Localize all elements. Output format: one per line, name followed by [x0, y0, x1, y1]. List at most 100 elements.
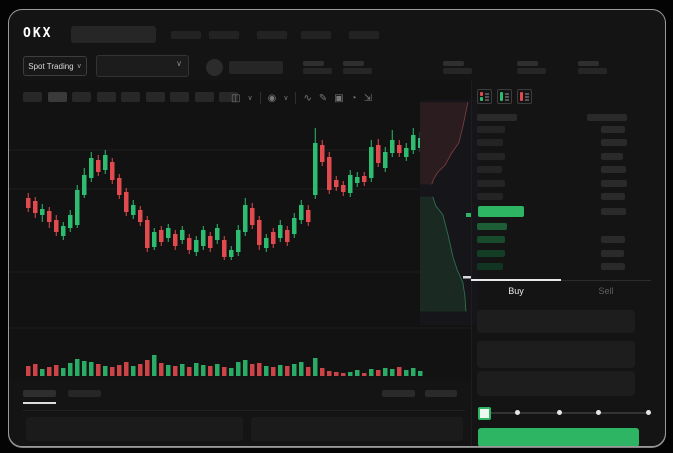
total-input[interactable] [477, 371, 635, 396]
nav-item-placeholder[interactable] [349, 31, 379, 39]
stat-value-placeholder [517, 68, 546, 74]
ask-amount-placeholder[interactable] [601, 179, 627, 187]
timeframe-button[interactable] [121, 92, 140, 102]
orderbook-amount-header [587, 114, 627, 121]
bid-price-placeholder[interactable] [477, 263, 503, 271]
depth-asks-area [420, 102, 468, 185]
bid-amount-placeholder[interactable] [601, 249, 624, 257]
orders-table-placeholder [26, 417, 243, 441]
nav-item-placeholder[interactable] [301, 31, 331, 39]
slider-handle[interactable] [478, 407, 491, 420]
fullscreen-icon[interactable]: ⇲ [363, 92, 373, 104]
bid-price-placeholder[interactable] [477, 223, 507, 230]
volume-bar [75, 359, 80, 376]
orders-tab-open[interactable] [23, 390, 56, 397]
toolbar-divider [259, 92, 261, 104]
indicator-icon[interactable]: ◉ [267, 92, 277, 104]
ask-price-placeholder[interactable] [477, 139, 503, 147]
settings-icon[interactable]: ◔ [350, 92, 357, 104]
volume-bar [180, 364, 185, 376]
draw-tool-icon[interactable]: ✎ [318, 92, 328, 104]
coin-avatar[interactable] [206, 59, 223, 76]
volume-bar [390, 369, 395, 376]
candle-body [26, 198, 31, 208]
row-line [525, 93, 529, 95]
pair-dropdown[interactable]: ∨ [96, 55, 189, 77]
okx-logo[interactable]: OKX [23, 26, 53, 41]
amount-input[interactable] [477, 341, 635, 368]
candle-body [306, 210, 311, 222]
orders-tab-history[interactable] [68, 390, 101, 397]
candlestick-chart[interactable] [9, 10, 665, 446]
bid-price-placeholder[interactable] [477, 249, 505, 257]
candle-body [208, 236, 213, 248]
line-tool-icon[interactable]: ∿ [303, 92, 312, 104]
timeframe-button[interactable] [170, 92, 189, 102]
ask-price-placeholder[interactable] [477, 126, 505, 133]
timeframe-button[interactable] [219, 92, 238, 102]
search-input[interactable] [71, 26, 156, 43]
slider-stop[interactable] [596, 410, 601, 415]
bid-price-placeholder[interactable] [477, 236, 505, 244]
timeframe-button[interactable] [72, 92, 91, 102]
tab-buy[interactable]: Buy [508, 286, 524, 296]
price-input[interactable] [477, 310, 635, 333]
book-asks-icon[interactable] [517, 89, 532, 104]
timeframe-button[interactable] [23, 92, 42, 102]
volume-bar [96, 364, 101, 376]
bid-amount-placeholder[interactable] [601, 263, 625, 271]
volume-bar [404, 370, 409, 376]
book-both-icon[interactable] [477, 89, 492, 104]
candle-body [348, 175, 353, 193]
market-type-selector[interactable]: Spot Trading ∨ [23, 56, 87, 76]
screenshot-icon[interactable]: ▣ [334, 92, 344, 104]
volume-bar [110, 367, 115, 376]
book-bids-icon[interactable] [497, 89, 512, 104]
candle-body [411, 135, 416, 150]
nav-item-placeholder[interactable] [171, 31, 201, 39]
pair-name-placeholder[interactable] [229, 61, 283, 74]
timeframe-button[interactable] [194, 92, 214, 102]
nav-item-placeholder[interactable] [257, 31, 287, 39]
candle-body [145, 220, 150, 248]
orders-filter-2[interactable] [425, 390, 457, 397]
amount-slider[interactable] [479, 412, 649, 414]
candle-style-icon[interactable]: ◫ [231, 92, 241, 104]
slider-stop[interactable] [557, 410, 562, 415]
ask-amount-placeholder[interactable] [601, 126, 625, 133]
candle-body [96, 160, 101, 172]
ask-amount-placeholder[interactable] [601, 152, 623, 160]
slider-stop[interactable] [514, 410, 520, 415]
ask-amount-placeholder[interactable] [601, 139, 627, 147]
bid-amount-placeholder[interactable] [601, 236, 625, 244]
orderbook-price-header [477, 114, 517, 121]
slider-stop[interactable] [646, 410, 651, 415]
ask-amount-placeholder[interactable] [601, 193, 625, 200]
ask-price-placeholder[interactable] [477, 152, 505, 160]
buy-submit-button[interactable] [478, 428, 639, 446]
color-bar [480, 97, 483, 101]
candle-body [180, 230, 185, 240]
depth-mid-price-marker [466, 213, 471, 217]
ask-amount-placeholder[interactable] [601, 166, 626, 174]
candle-body [152, 232, 157, 247]
ask-price-placeholder[interactable] [477, 179, 505, 187]
candle-body [299, 205, 304, 220]
volume-bar [292, 364, 297, 376]
ask-price-placeholder[interactable] [477, 193, 503, 200]
tab-sell[interactable]: Sell [598, 286, 614, 296]
orders-filter-1[interactable] [382, 390, 415, 397]
stat-label-placeholder [517, 61, 538, 66]
timeframe-button[interactable] [96, 92, 116, 102]
row-line [485, 96, 489, 98]
last-price-bar[interactable] [478, 206, 524, 217]
volume-bar [229, 368, 234, 376]
chevron-down-icon[interactable]: ∨ [247, 95, 253, 102]
timeframe-button[interactable] [47, 92, 67, 102]
chevron-down-icon[interactable]: ∨ [283, 95, 289, 102]
chart-tools: ◫ ∨ ◉ ∨ ∿ ✎ ▣ ◔ ⇲ [231, 90, 372, 106]
timeframe-button[interactable] [145, 92, 165, 102]
volume-bar [187, 367, 192, 376]
nav-item-placeholder[interactable] [209, 31, 239, 39]
ask-price-placeholder[interactable] [477, 166, 502, 174]
